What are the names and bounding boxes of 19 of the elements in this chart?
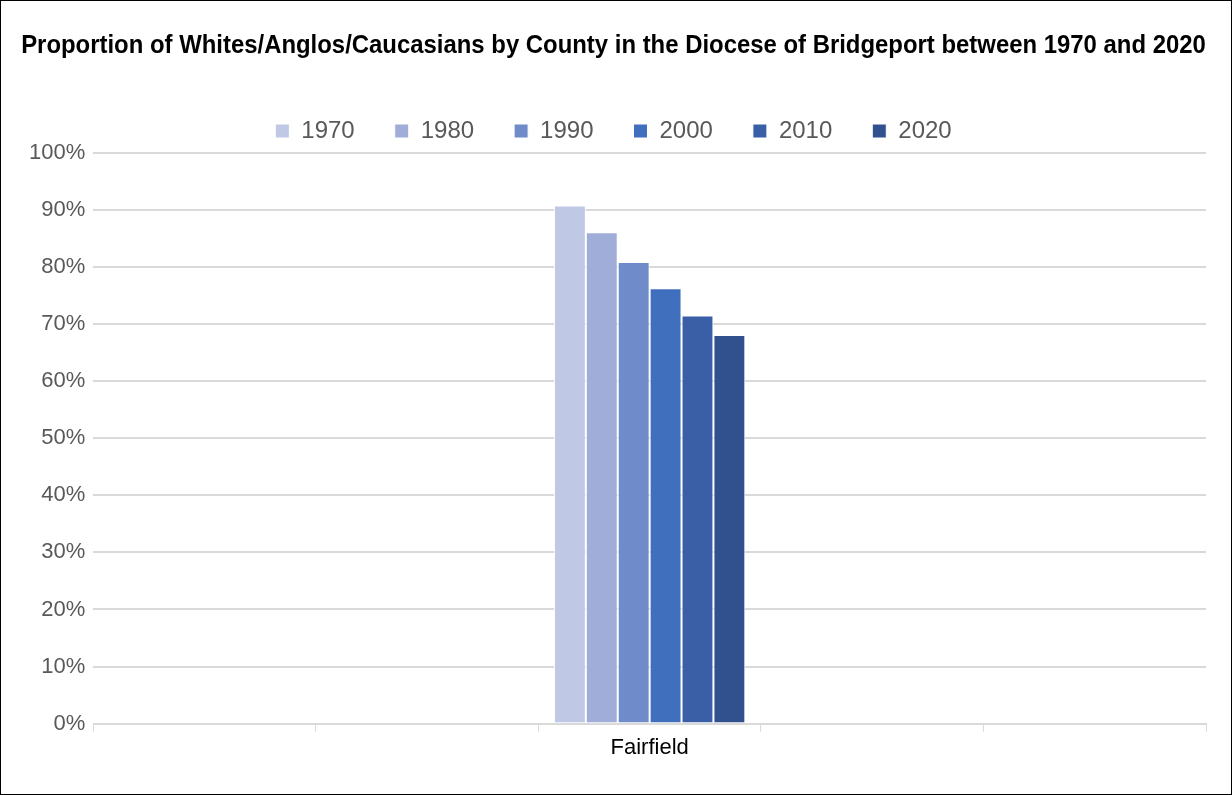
y-tick-label: 60% [41, 367, 86, 393]
legend-label: 1970 [301, 115, 355, 143]
y-tick-label: 50% [41, 424, 86, 450]
legend-label: 1990 [540, 115, 594, 143]
legend-label: 1980 [420, 115, 475, 143]
legend-label: 2020 [898, 115, 952, 143]
y-tick-label: 80% [41, 253, 86, 279]
y-tick-label: 90% [41, 196, 86, 222]
legend-label: 2010 [778, 115, 833, 143]
legend-label: 2000 [659, 115, 713, 143]
y-tick-label: 30% [41, 538, 86, 564]
y-tick-label: 10% [41, 652, 86, 678]
y-tick-label: 40% [41, 481, 86, 507]
y-tick-label: 100% [28, 139, 86, 165]
y-tick-label: 70% [41, 310, 86, 336]
chart-title: Proportion of Whites/Anglos/Caucasians by County in the Diocese of Bridgeport between 1970 and 2020 [21, 30, 1206, 58]
y-tick-label: 20% [41, 595, 86, 621]
y-tick-label: 0% [53, 709, 86, 735]
x-tick-label: Fairfield [610, 733, 689, 759]
